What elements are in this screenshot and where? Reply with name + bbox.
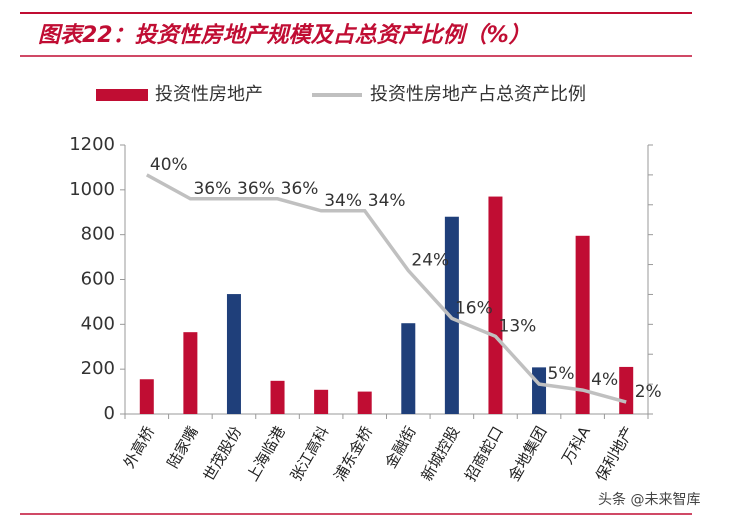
- x-tick-label: 浦东金桥: [330, 423, 376, 484]
- x-tick-label: 金融街: [382, 423, 420, 471]
- bar: [401, 323, 416, 414]
- y-tick-label: 800: [81, 224, 115, 245]
- data-label: 40%: [150, 155, 188, 175]
- x-tick-label: 新城控股: [418, 423, 464, 484]
- data-label: 4%: [591, 370, 618, 390]
- data-label: 24%: [411, 251, 449, 271]
- bar: [183, 332, 198, 414]
- x-tick-label: 张江高科: [287, 423, 333, 484]
- bar: [357, 391, 372, 414]
- x-tick-label: 招商蛇口: [461, 423, 507, 484]
- bar: [270, 380, 285, 414]
- bar: [619, 366, 634, 414]
- x-tick-label: 保利地产: [592, 423, 638, 484]
- data-label: 34%: [324, 191, 362, 211]
- data-label: 13%: [499, 316, 537, 336]
- y-tick-label: 600: [81, 269, 115, 290]
- bar: [226, 294, 241, 414]
- data-label: 34%: [368, 191, 406, 211]
- bar: [488, 196, 503, 414]
- bar: [314, 389, 329, 414]
- data-label: 36%: [281, 179, 319, 199]
- y-tick-label: 1200: [69, 134, 115, 155]
- x-tick-label: 陆家嘴: [164, 423, 202, 471]
- legend-label: 投资性房地产: [155, 84, 263, 105]
- data-label: 5%: [548, 364, 575, 384]
- data-label: 16%: [455, 298, 493, 318]
- bar: [139, 379, 154, 414]
- legend-swatch: [96, 89, 148, 101]
- x-tick-label: 外高桥: [120, 423, 158, 471]
- bar: [532, 367, 547, 414]
- x-tick-label: 世茂股份: [200, 423, 246, 484]
- bar: [444, 216, 459, 414]
- watermark: 头条 @未来智库: [598, 491, 700, 508]
- legend-label: 投资性房地产占总资产比例: [370, 84, 586, 105]
- y-tick-label: 1000: [69, 179, 115, 200]
- chart-title: 图表22：投资性房地产规模及占总资产比例（%）: [38, 22, 531, 48]
- x-tick-label: 上海临港: [243, 423, 289, 484]
- x-tick-label: 万科A: [558, 423, 594, 468]
- data-label: 36%: [237, 179, 275, 199]
- y-tick-label: 200: [81, 358, 115, 379]
- y-tick-label: 0: [104, 403, 115, 424]
- data-label: 36%: [193, 179, 231, 199]
- x-tick-label: 金地集团: [505, 423, 551, 484]
- bar: [575, 235, 590, 414]
- line: [145, 173, 627, 404]
- data-label: 2%: [635, 382, 662, 402]
- y-tick-label: 400: [81, 313, 115, 334]
